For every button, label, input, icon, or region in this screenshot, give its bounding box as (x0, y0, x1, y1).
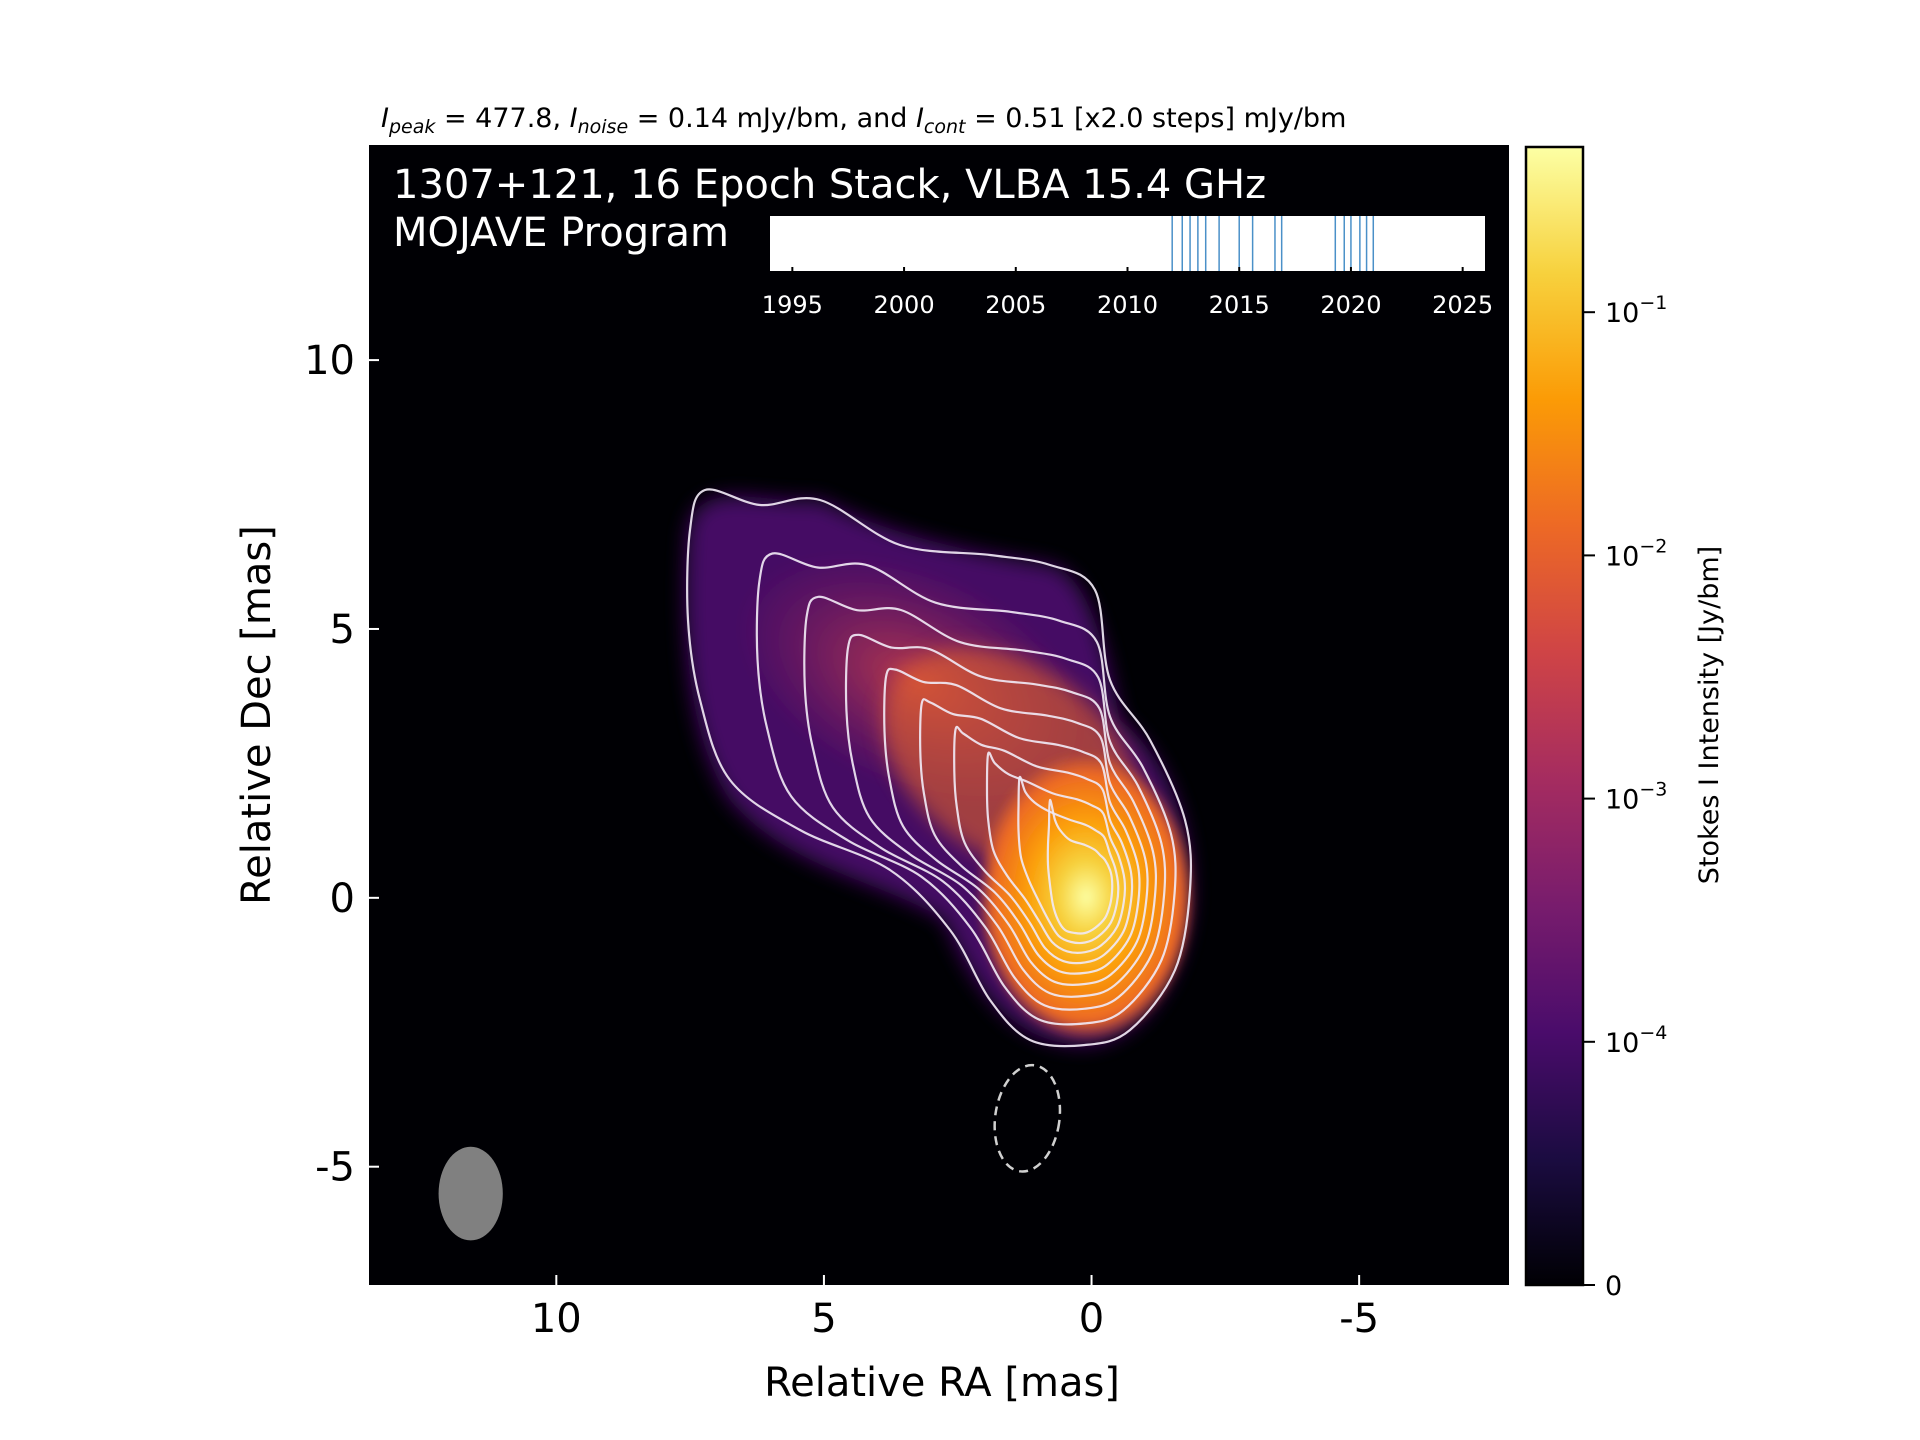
timeline-box (770, 216, 1485, 271)
timeline-tick-label: 2020 (1320, 291, 1381, 319)
cont-symbol: I (916, 103, 924, 134)
epoch-timeline: 1995 2000 2005 2010 2015 2020 2025 (762, 216, 1493, 319)
contour-level-10 (1046, 798, 1114, 935)
contour-level-7 (953, 725, 1134, 965)
contour-level-2 (755, 552, 1177, 1026)
emission-layer (685, 496, 1197, 1045)
colorbar-tick-label: 10−3 (1605, 779, 1667, 816)
core (976, 752, 1197, 1043)
timeline-tick-label: 2015 (1209, 291, 1270, 319)
x-tick-label: -5 (1339, 1296, 1379, 1342)
peak-symbol: I (381, 103, 389, 134)
y-tick-label: -5 (315, 1145, 355, 1191)
cont-value: = 0.51 [x2.0 steps] mJy/bm (965, 103, 1346, 134)
timeline-tick-label: 1995 (762, 291, 823, 319)
contour-level-4 (844, 633, 1158, 998)
contour-level-3 (803, 595, 1167, 1011)
x-axis-label: Relative RA [mas] (764, 1360, 1120, 1406)
noise-subscript: noise (578, 116, 629, 138)
noise-symbol: I (570, 103, 578, 134)
peak-subscript: peak (388, 116, 436, 138)
stats-line: Ipeak = 477.8, Inoise = 0.14 mJy/bm, and… (381, 103, 1346, 138)
timeline-tick-label: 2005 (985, 291, 1046, 319)
contour-layer (686, 488, 1193, 1048)
y-tick-label: 5 (330, 607, 355, 653)
title-line1: 1307+121, 16 Epoch Stack, VLBA 15.4 GHz (393, 162, 1266, 208)
x-tick-label: 0 (1079, 1296, 1104, 1342)
colorbar-tick-label: 10−1 (1605, 292, 1667, 329)
cont-subscript: cont (924, 116, 967, 138)
y-tick-label: 0 (330, 876, 355, 922)
contour-level-6 (919, 698, 1141, 975)
timeline-tick-label: 2000 (874, 291, 935, 319)
colorbar-tick-label: 0 (1605, 1271, 1622, 1302)
contour-level-8 (985, 751, 1127, 954)
timeline-tick-label: 2010 (1097, 291, 1158, 319)
noise-value: = 0.14 mJy/bm, and (628, 103, 916, 134)
y-axis-label: Relative Dec [mas] (234, 525, 280, 905)
colorbar-label: Stokes I Intensity [Jy/bm] (1694, 546, 1725, 884)
colorbar-tick-label: 10−4 (1605, 1022, 1667, 1059)
negative-contour (993, 1063, 1062, 1173)
colorbar-frame (1524, 145, 1585, 1287)
title-line2: MOJAVE Program (393, 210, 729, 256)
x-ticks: 10 5 0 -5 (531, 1275, 1379, 1342)
colorbar-ticks: 10−1 10−2 10−3 10−4 0 (1583, 292, 1667, 1302)
y-ticks: 10 5 0 -5 (304, 338, 379, 1191)
contour-level-5 (883, 667, 1149, 986)
peak-value: = 477.8, (435, 103, 569, 134)
x-tick-label: 10 (531, 1296, 582, 1342)
y-tick-label: 10 (304, 338, 355, 384)
beam-ellipse (438, 1146, 503, 1241)
colorbar-fill (1526, 147, 1583, 1285)
colorbar-tick-label: 10−2 (1605, 535, 1667, 572)
colorbar: 10−1 10−2 10−3 10−4 0 Stokes I Intensity [Jy… (1524, 145, 1725, 1302)
plot-area: 1307+121, 16 Epoch Stack, VLBA 15.4 GHz … (304, 145, 1509, 1342)
x-tick-label: 5 (811, 1296, 836, 1342)
contour-level-9 (1017, 775, 1120, 945)
timeline-tick-label: 2025 (1432, 291, 1493, 319)
contour-level-1 (686, 488, 1193, 1048)
